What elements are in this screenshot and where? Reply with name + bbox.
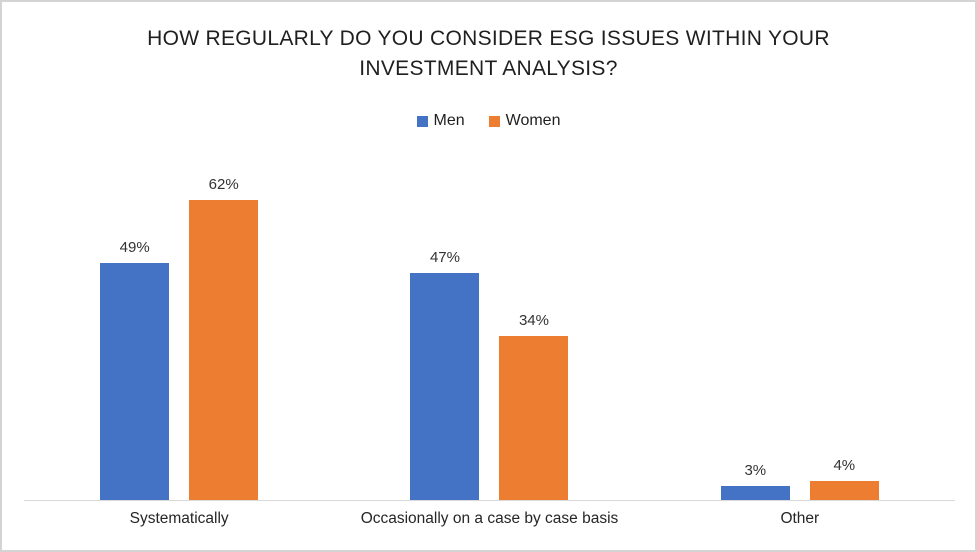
category-label: Other [780,510,820,527]
legend-label: Men [433,112,465,129]
category-label: Systematically [129,510,229,527]
chart-title: HOW REGULARLY DO YOU CONSIDER ESG ISSUES… [147,27,830,81]
legend-item-men: Men [416,112,465,130]
bar-with-label: 3% [720,461,790,500]
bar-women [809,480,879,500]
data-label: 62% [208,176,239,194]
bar-men [410,272,480,500]
bar-with-label: 4% [809,456,879,500]
legend-label: Women [505,112,561,129]
bar-women [499,335,569,500]
bar-men [100,263,170,500]
bar-with-label: 47% [410,248,480,500]
legend-swatch-icon [488,115,500,127]
data-label: 47% [429,248,460,266]
legend-item-women: Women [488,112,561,130]
bar-with-label: 49% [100,239,170,500]
bar-group: 49% 62% [24,152,334,500]
category-label: Occasionally on a case by case basis [360,510,619,527]
bar-group: 47% 34% [334,152,644,500]
bar-with-label: 34% [499,311,569,500]
legend-swatch-icon [416,115,428,127]
bar-group: 3% 4% [645,152,955,500]
data-label: 49% [119,239,150,257]
bar-women [189,200,259,500]
data-label: 34% [518,311,549,329]
bar-men [720,485,790,500]
legend: Men Women [2,112,975,130]
bar-with-label: 62% [189,176,259,500]
data-label: 4% [833,456,856,474]
x-axis-labels: Systematically Occasionally on a case by … [24,510,955,528]
data-label: 3% [744,461,767,479]
plot-area: 49% 62% 47% 34% 3% 4% [24,152,955,501]
